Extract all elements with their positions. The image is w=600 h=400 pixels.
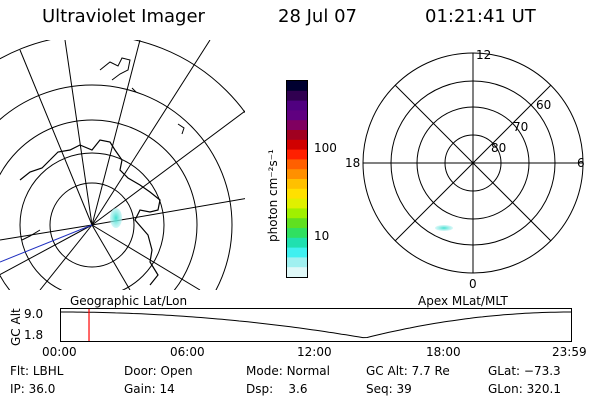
status-gc-alt: GC Alt: 7.7 Re: [366, 364, 450, 378]
apex-title: Apex MLat/MLT: [418, 294, 508, 308]
colorbar-band: [287, 188, 307, 200]
colorbar-band: [287, 247, 307, 258]
colorbar-band: [287, 179, 307, 190]
status-dsp: Dsp: 3.6: [246, 382, 308, 396]
colorbar-band: [287, 120, 307, 131]
status-seq: Seq: 39: [366, 382, 412, 396]
status-door: Door: Open: [124, 364, 193, 378]
svg-text:photon cm⁻²s⁻¹: photon cm⁻²s⁻¹: [266, 149, 280, 242]
x-tick-0600: 06:00: [170, 345, 205, 359]
altitude-timeline: [60, 308, 572, 342]
altitude-curve: [60, 311, 572, 339]
status-ip: IP: 36.0: [10, 382, 56, 396]
time-label: 01:21:41 UT: [425, 6, 536, 27]
colorbar-band: [287, 130, 307, 141]
mlt-label-12: 12: [476, 48, 491, 62]
colorbar-unit-label: photon cm⁻²s⁻¹: [266, 149, 280, 242]
colorbar-band: [287, 198, 307, 209]
x-tick-2359: 23:59: [552, 345, 587, 359]
date-label: 28 Jul 07: [278, 6, 357, 27]
colorbar-band: [287, 208, 307, 219]
colorbar-band: [287, 100, 307, 111]
y-tick-1-8: 1.8: [24, 328, 44, 342]
colorbar-band: [287, 139, 307, 151]
colorbar-band: [287, 159, 307, 170]
instrument-title: Ultraviolet Imager: [42, 6, 205, 27]
status-filter: Flt: LBHL: [10, 364, 64, 378]
colorbar-band: [287, 228, 307, 239]
mlt-label-18: 18: [345, 156, 360, 170]
lat-label-80: 80: [491, 141, 506, 155]
geographic-map: [0, 40, 245, 290]
status-mode: Mode: Normal: [246, 364, 330, 378]
y-tick-9: 9.0: [24, 307, 44, 321]
colorbar-band: [287, 90, 307, 102]
colorbar-band: [287, 237, 307, 249]
geographic-title: Geographic Lat/Lon: [70, 294, 188, 308]
colorbar-band: [287, 257, 307, 268]
polar-mlat-mlt-plot: 12 18 6 0 60 70 80: [345, 48, 585, 291]
mlt-label-6: 6: [577, 156, 585, 170]
colorbar-band: [287, 81, 307, 92]
colorbar-band: [287, 267, 307, 278]
mlt-label-0: 0: [469, 277, 477, 291]
colorbar-band: [287, 169, 307, 180]
colorbar-gradient: [287, 81, 307, 278]
lat-label-60: 60: [536, 98, 551, 112]
svg-text:GC Alt: GC Alt: [9, 308, 23, 346]
colorbar-band: [287, 218, 307, 229]
colorbar-band: [287, 110, 307, 121]
x-tick-0000: 00:00: [42, 345, 77, 359]
lat-label-70: 70: [513, 120, 528, 134]
x-tick-1800: 18:00: [426, 345, 461, 359]
colorbar-band: [287, 149, 307, 160]
status-gain: Gain: 14: [124, 382, 175, 396]
status-glat: GLat: −73.3: [488, 364, 561, 378]
colorbar-tick-10: 10: [314, 229, 330, 243]
status-glon: GLon: 320.1: [488, 382, 561, 396]
colorbar: [286, 80, 308, 278]
x-tick-1200: 12:00: [297, 345, 332, 359]
gc-alt-axis-label: GC Alt: [9, 308, 23, 346]
colorbar-tick-100: 100: [314, 141, 337, 155]
